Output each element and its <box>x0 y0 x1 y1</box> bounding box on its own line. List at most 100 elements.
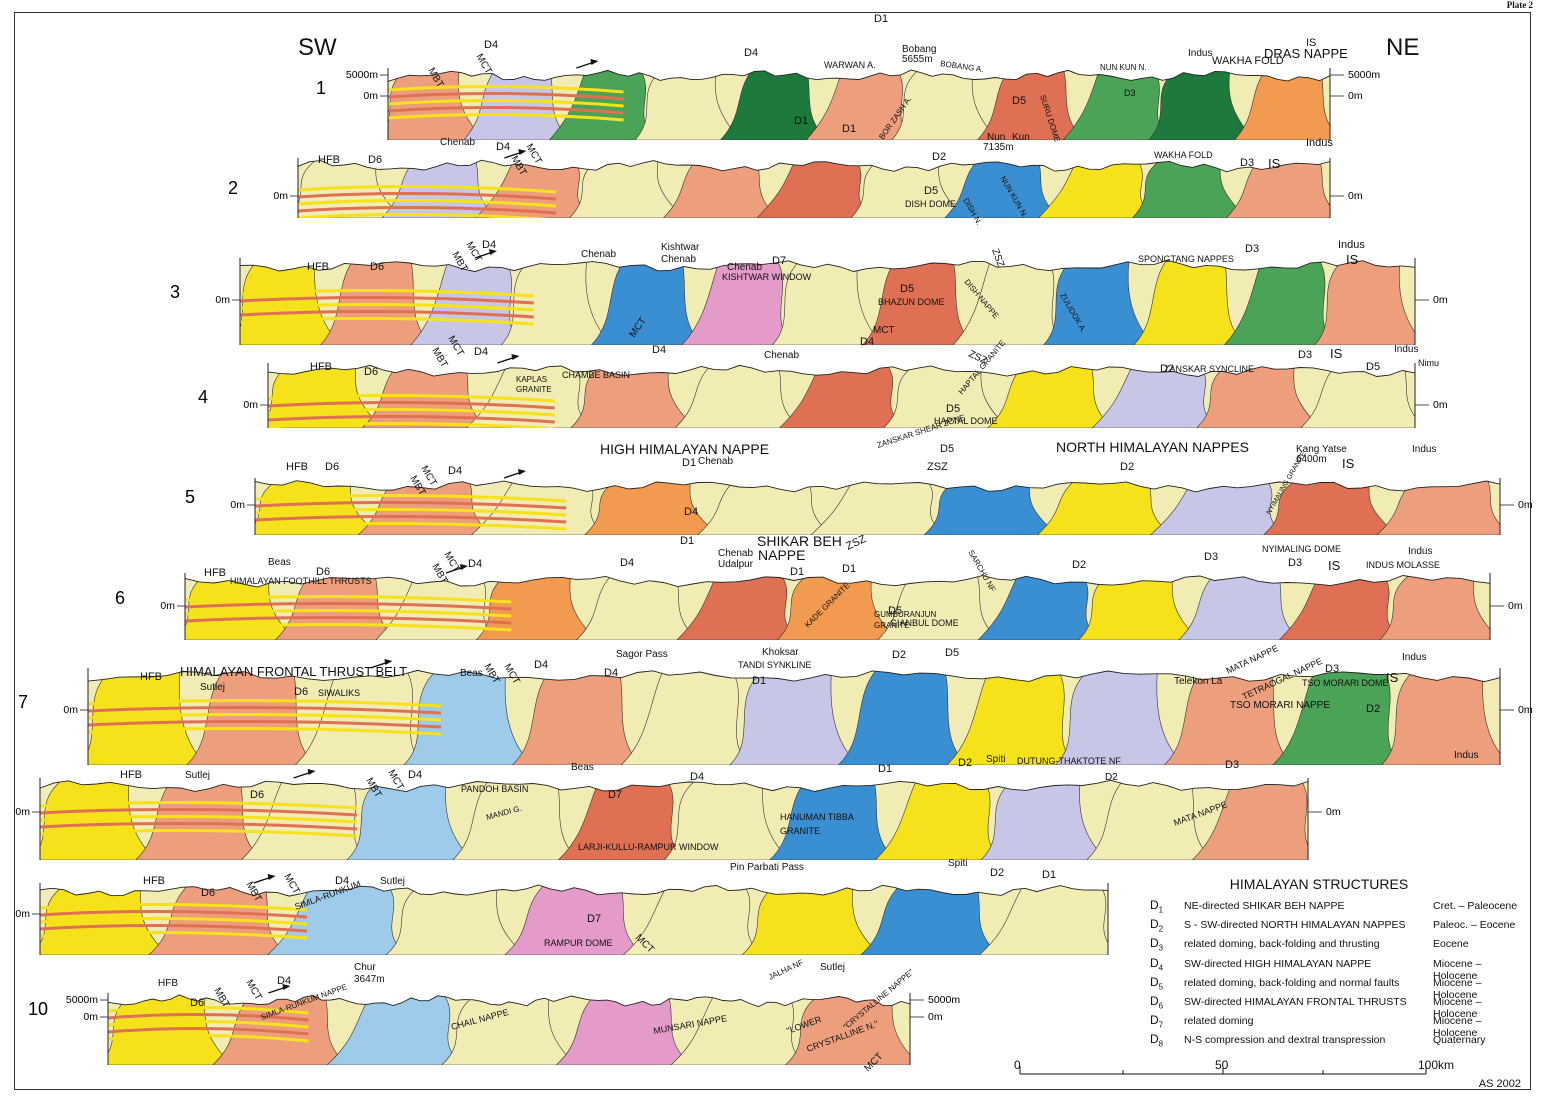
stratum <box>185 608 512 618</box>
tectonic-unit <box>1378 575 1490 640</box>
section-label: D6 <box>190 997 204 1009</box>
stratum <box>40 828 358 838</box>
topography-line <box>239 259 1416 273</box>
stratum <box>255 507 567 517</box>
tectonic-unit <box>874 780 1002 860</box>
section-label: D4 <box>620 557 634 569</box>
section-label: SHIKAR BEH <box>757 533 842 549</box>
elevation-label: 0m <box>273 190 288 202</box>
section-label: D4 <box>484 39 498 51</box>
stratum <box>268 421 555 428</box>
section-label: HFB <box>158 978 178 989</box>
tectonic-unit <box>674 365 801 428</box>
section-label: CHAMBE BASIN <box>562 370 630 380</box>
section-label: D2 <box>1105 772 1118 783</box>
stratum <box>255 500 567 510</box>
section-8: 80m0mHFBSutlejD6MBTMCTD4PANDOH BASINMAND… <box>15 754 1341 860</box>
section-label: Chenab <box>718 548 753 559</box>
section-label: SPONGTANG NAPPES <box>1138 254 1234 264</box>
section-label: D6 <box>370 261 384 273</box>
tectonic-unit <box>977 575 1100 640</box>
section-label: D5 <box>1366 361 1380 373</box>
stratum <box>40 814 358 824</box>
tectonic-unit <box>465 365 592 428</box>
stratum <box>108 1019 309 1029</box>
tectonic-unit <box>952 260 1065 345</box>
tectonic-unit <box>1036 480 1172 535</box>
section-label: Nimu <box>1418 358 1439 368</box>
scale-bar <box>1019 1066 1427 1075</box>
stratum <box>108 1005 309 1015</box>
section-label: D2 <box>990 867 1004 879</box>
section-label: D1 <box>842 123 856 135</box>
section-label: DISH DOME <box>905 199 956 209</box>
elevation-label: 0m <box>230 499 245 511</box>
stratum <box>268 393 555 403</box>
stratum <box>268 414 555 424</box>
section-body <box>108 994 910 1065</box>
section-label: HFB <box>318 154 340 166</box>
section-label: Indus <box>1394 344 1418 355</box>
section-label: D5 <box>940 443 954 455</box>
section-label: Chenab <box>581 249 616 260</box>
tectonic-unit <box>670 994 807 1065</box>
section-label: HFB <box>307 261 329 273</box>
section-label: Chenab <box>727 262 762 273</box>
section-label: D1 <box>790 566 804 578</box>
section-body <box>388 70 1330 140</box>
stratum <box>298 205 557 215</box>
section-label: HFB <box>120 769 142 781</box>
tectonic-unit <box>346 780 474 860</box>
section-label: Sutlej <box>200 682 225 693</box>
thrust-arrowhead <box>511 354 520 360</box>
tectonic-unit <box>1037 160 1154 218</box>
section-label: 5655m <box>902 54 933 65</box>
section-label: D7 <box>608 789 622 801</box>
thrust-arrowhead <box>282 984 291 990</box>
stratum <box>298 191 557 201</box>
section-label: D4 <box>604 667 618 679</box>
tectonic-unit <box>1313 260 1415 345</box>
stratum <box>108 1012 309 1022</box>
section-label: Spiti <box>986 754 1005 765</box>
stratum <box>185 622 512 632</box>
stratum <box>388 105 624 115</box>
section-label: MCT <box>523 142 543 166</box>
tectonic-unit <box>805 70 913 140</box>
stratum <box>388 112 624 122</box>
section-label: Kishtwar <box>661 242 700 253</box>
stratum <box>268 400 555 410</box>
section-number: 4 <box>198 387 208 407</box>
topography-line <box>184 575 1491 588</box>
stratum <box>40 821 358 831</box>
section-label: D6 <box>368 154 382 166</box>
tectonic-unit <box>810 480 945 535</box>
section-label: Indus <box>1306 137 1333 149</box>
section-label: D5 <box>900 283 914 295</box>
section-label: D7 <box>587 913 601 925</box>
section-label: D4 <box>652 344 666 356</box>
section-label: KISHTWAR WINDOW <box>722 272 812 282</box>
section-label: WAKHA FOLD <box>1212 55 1284 67</box>
legend-symbol: D7 <box>1150 1013 1164 1030</box>
stratum <box>388 84 624 94</box>
section-label: Indus <box>1188 48 1212 59</box>
stratum <box>240 302 534 312</box>
section-label: D4 <box>277 975 291 987</box>
tectonic-unit <box>1062 70 1170 140</box>
section-label: HFB <box>143 875 165 887</box>
section-label: NYIMALING DOME <box>1262 544 1341 554</box>
tectonic-unit <box>440 994 578 1065</box>
section-label: Chenab <box>440 137 475 148</box>
stratum <box>88 719 442 729</box>
section-label: BOBANG A. <box>940 59 984 74</box>
section-label: Kang Yatse <box>1296 444 1347 455</box>
section-label: Nun <box>987 132 1005 143</box>
section-label: Udalpur <box>718 559 754 570</box>
tectonic-unit <box>976 70 1084 140</box>
section-label: D3 <box>1245 243 1259 255</box>
